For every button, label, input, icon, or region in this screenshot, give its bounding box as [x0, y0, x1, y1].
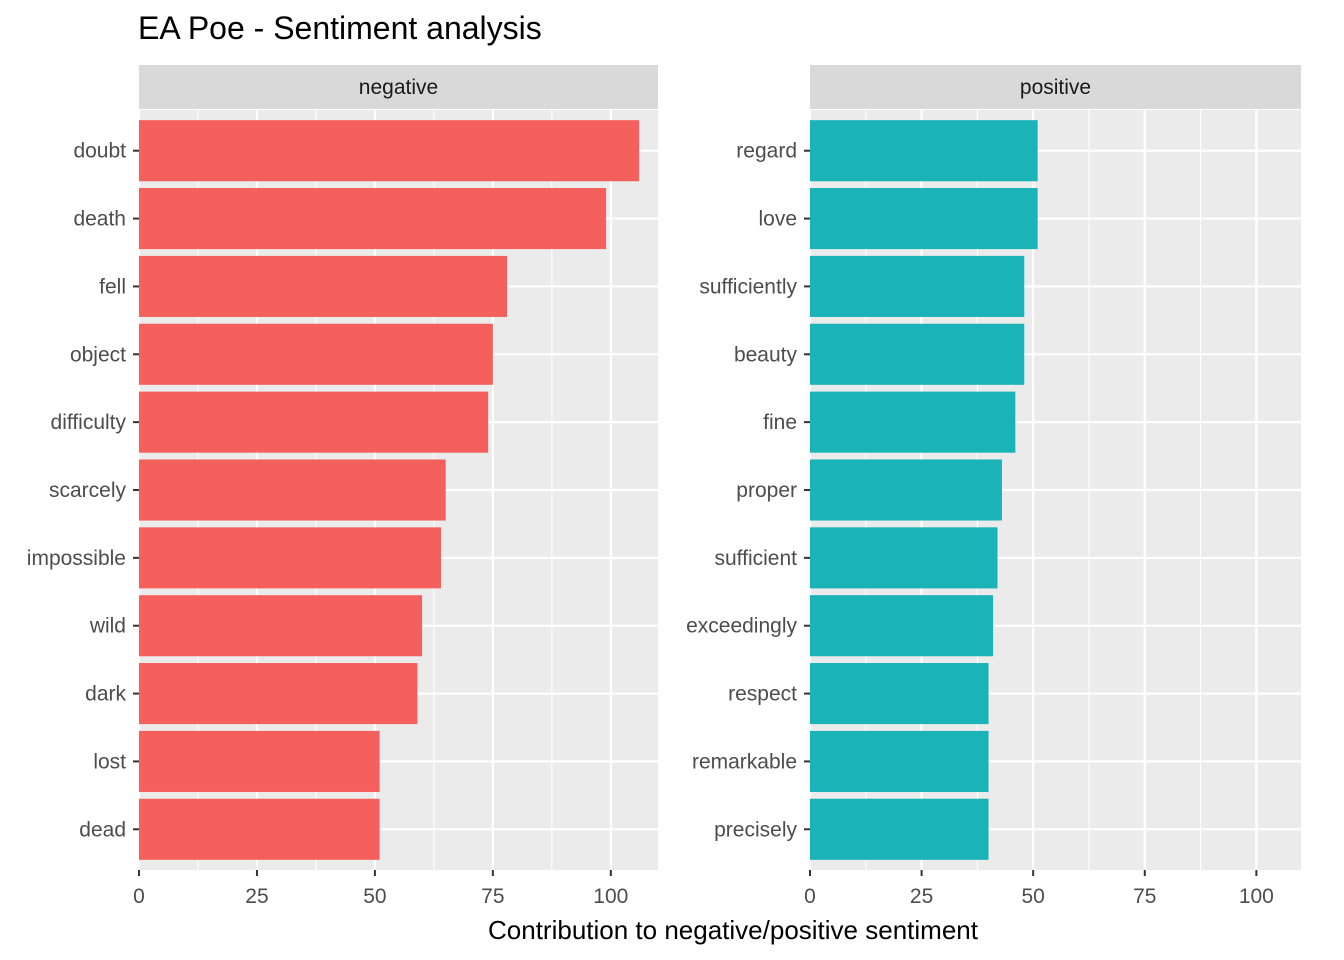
x-tick-label: 50 [1022, 885, 1045, 908]
y-tick-label: remarkable [692, 750, 797, 773]
y-tick-label: scarcely [49, 479, 127, 502]
y-tick-label: fell [99, 275, 126, 298]
bar-wild [139, 595, 423, 657]
facet-negative: negative doubt death fell object difficulty sc… [27, 65, 658, 908]
x-tick-label: 0 [804, 885, 816, 908]
y-tick-label: impossible [27, 547, 126, 570]
y-tick-label: proper [736, 479, 797, 502]
y-tick-label: sufficiently [699, 275, 797, 298]
bar-death [139, 188, 607, 250]
y-tick-label: love [758, 208, 797, 231]
x-tick-label: 100 [1239, 885, 1274, 908]
bar-impossible [139, 527, 441, 589]
bar-dead [139, 798, 380, 860]
facet-strip [139, 65, 658, 109]
y-tick-label: regard [736, 140, 797, 163]
y-tick-label: beauty [734, 343, 798, 366]
y-tick-label: dark [85, 683, 126, 706]
bar-exceedingly [810, 595, 994, 657]
y-tick-label: respect [728, 683, 797, 706]
y-tick-label: doubt [73, 140, 126, 163]
x-tick-label: 75 [481, 885, 504, 908]
y-tick-label: lost [93, 750, 126, 773]
bar-love [810, 188, 1038, 250]
y-tick-label: death [73, 208, 126, 231]
bar-dark [139, 663, 418, 725]
y-tick-label: dead [79, 818, 126, 841]
x-tick-label: 100 [593, 885, 628, 908]
facet-strip [810, 65, 1301, 109]
y-tick-label: fine [763, 411, 797, 434]
y-tick-label: precisely [714, 818, 797, 841]
bar-fine [810, 391, 1016, 453]
x-axis-title: Contribution to negative/positive sentim… [488, 915, 979, 945]
y-tick-label: object [70, 343, 126, 366]
x-tick-label: 50 [363, 885, 386, 908]
y-tick-label: exceedingly [686, 615, 797, 638]
bar-sufficient [810, 527, 998, 589]
bar-proper [810, 459, 1002, 521]
y-tick-label: difficulty [51, 411, 127, 434]
bar-difficulty [139, 391, 489, 453]
bar-precisely [810, 798, 989, 860]
bar-remarkable [810, 730, 989, 792]
bar-regard [810, 120, 1038, 182]
x-tick-label: 25 [910, 885, 933, 908]
bar-lost [139, 730, 380, 792]
x-tick-label: 25 [245, 885, 268, 908]
bar-object [139, 323, 493, 385]
facet-strip-label: positive [1020, 76, 1091, 99]
facet-strip-label: negative [359, 76, 438, 99]
y-tick-label: sufficient [715, 547, 798, 570]
facet-positive: positive regard love sufficiently beauty fine… [686, 65, 1301, 908]
chart-title: EA Poe - Sentiment analysis [138, 10, 542, 46]
bar-fell [139, 255, 508, 317]
bar-scarcely [139, 459, 446, 521]
bar-beauty [810, 323, 1025, 385]
y-tick-label: wild [89, 615, 126, 638]
bar-sufficiently [810, 255, 1025, 317]
x-tick-label: 75 [1133, 885, 1156, 908]
x-tick-label: 0 [133, 885, 145, 908]
bar-respect [810, 663, 989, 725]
bar-doubt [139, 120, 640, 182]
